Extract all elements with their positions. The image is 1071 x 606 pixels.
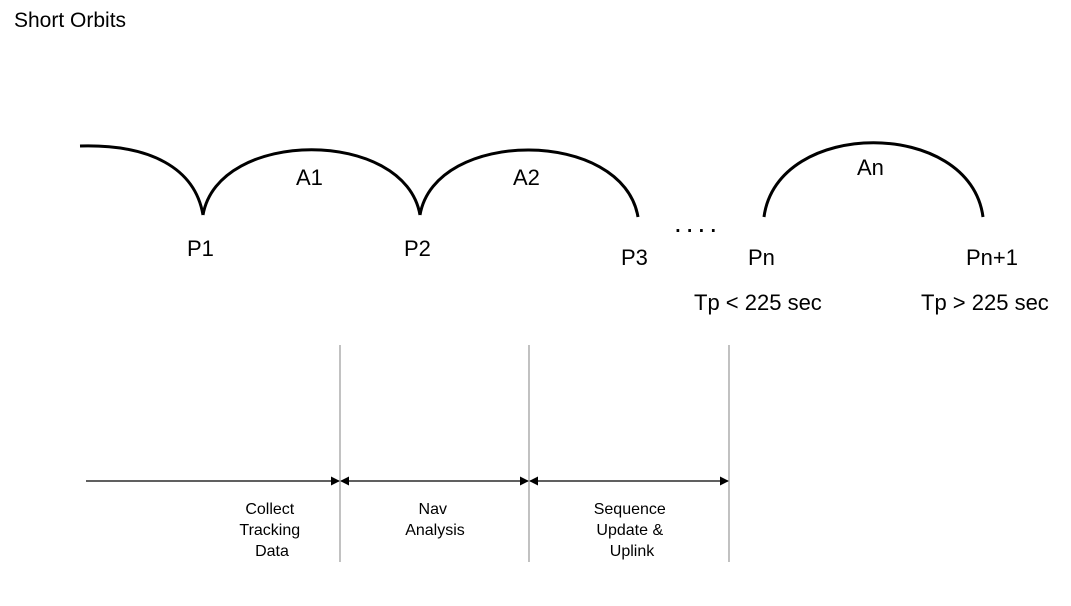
- orbit-arc-start: [79, 144, 205, 216]
- diagram-title: Short Orbits: [14, 9, 126, 32]
- orbit-arc-a2: [418, 148, 640, 218]
- periapsis-label-pn1: Pn+1: [966, 245, 1018, 270]
- phase-label-collect: Collect Tracking Data: [239, 501, 304, 560]
- periapsis-label-p3: P3: [621, 245, 648, 270]
- ellipsis-dots: ....: [674, 207, 721, 238]
- period-label-pn: Tp < 225 sec: [694, 290, 822, 315]
- apoapsis-label-a1: A1: [296, 165, 323, 190]
- periapsis-label-p1: P1: [187, 236, 214, 261]
- phase-label-sequence: Sequence Update & Uplink: [594, 501, 671, 560]
- phase-label-nav: Nav Analysis: [405, 501, 465, 539]
- periapsis-label-pn: Pn: [748, 245, 775, 270]
- orbit-arc-a1: [201, 148, 422, 216]
- apoapsis-label-a2: A2: [513, 165, 540, 190]
- periapsis-label-p2: P2: [404, 236, 431, 261]
- period-label-pn1: Tp > 225 sec: [921, 290, 1049, 315]
- apoapsis-label-an: An: [857, 155, 884, 180]
- orbit-arc-an: [762, 141, 985, 218]
